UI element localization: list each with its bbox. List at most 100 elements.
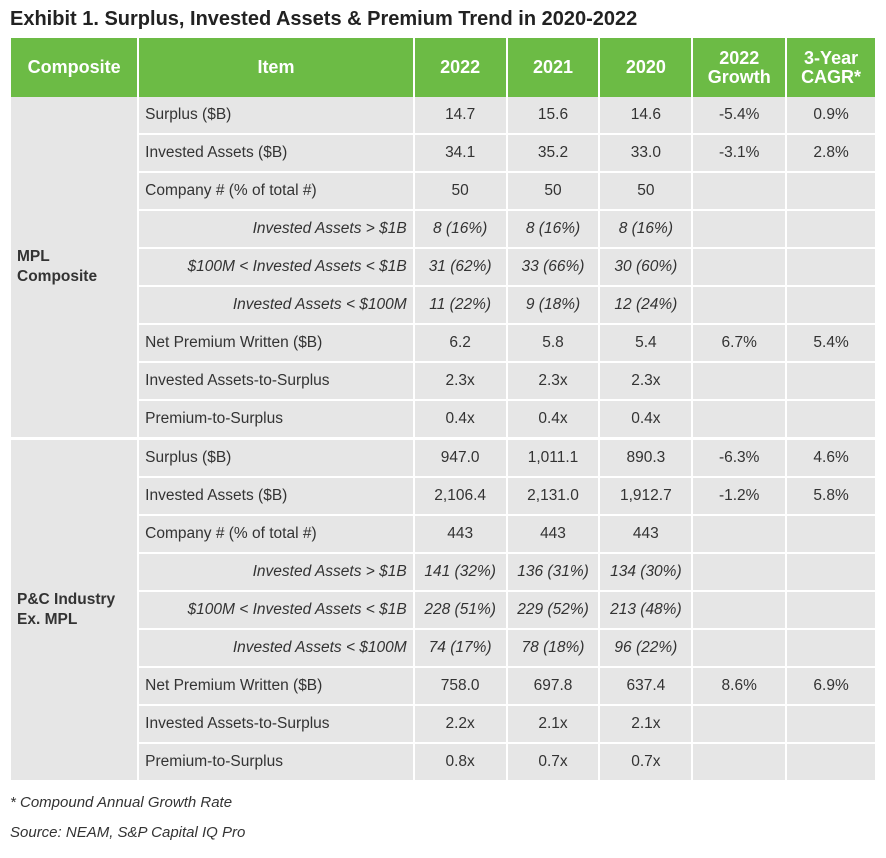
header-cagr-line1: 3-Year bbox=[804, 47, 859, 68]
value-2020: 8 (16%) bbox=[599, 210, 694, 249]
table-row: Company # (% of total #) 443 443 443 bbox=[11, 515, 875, 554]
value-2020: 134 (30%) bbox=[599, 553, 694, 592]
cagr-value: 2.8% bbox=[786, 134, 875, 173]
item-cell: Invested Assets < $100M bbox=[138, 286, 415, 325]
value-2022: 14.7 bbox=[413, 97, 508, 135]
table-header-row: Composite Item 2022 2021 2020 2022 Growt… bbox=[11, 38, 875, 97]
item-cell: $100M < Invested Assets < $1B bbox=[138, 248, 415, 287]
value-2020: 30 (60%) bbox=[599, 248, 694, 287]
table-row: Net Premium Written ($B) 758.0 697.8 637.4 8… bbox=[11, 667, 875, 706]
composite-label: MPL Composite bbox=[11, 97, 140, 440]
value-2020: 2.3x bbox=[599, 362, 694, 401]
value-2022: 2,106.4 bbox=[413, 477, 508, 516]
growth-value: 6.7% bbox=[692, 324, 788, 363]
item-cell: Invested Assets-to-Surplus bbox=[138, 705, 415, 744]
value-2020: 637.4 bbox=[599, 667, 694, 706]
value-2020: 0.7x bbox=[599, 743, 694, 782]
footnote: * Compound Annual Growth Rate bbox=[10, 794, 233, 811]
table-row: P&C Industry Ex. MPL Surplus ($B) 947.0 1,01… bbox=[11, 437, 875, 782]
value-2022: 34.1 bbox=[413, 134, 508, 173]
item-cell: Invested Assets > $1B bbox=[138, 210, 415, 249]
item-cell: Net Premium Written ($B) bbox=[138, 324, 415, 363]
table-row: Invested Assets > $1B 8 (16%) 8 (16%) 8 (16… bbox=[11, 210, 875, 249]
value-2022: 6.2 bbox=[413, 324, 508, 363]
cagr-value: 5.4% bbox=[786, 324, 875, 363]
composite-label-line2: Composite bbox=[17, 268, 98, 285]
cagr-value bbox=[786, 591, 875, 630]
cagr-value bbox=[786, 629, 875, 668]
value-2020: 14.6 bbox=[599, 97, 694, 135]
growth-value: 8.6% bbox=[692, 667, 788, 706]
value-2022: 2.2x bbox=[413, 705, 508, 744]
header-2021: 2021 bbox=[506, 38, 601, 97]
cagr-value: 5.8% bbox=[786, 477, 875, 516]
table-row: Premium-to-Surplus 0.8x 0.7x 0.7x bbox=[11, 743, 875, 782]
header-cagr-line2: CAGR* bbox=[801, 66, 862, 87]
growth-value bbox=[692, 629, 788, 668]
exhibit-title: Exhibit 1. Surplus, Invested Assets & Pr… bbox=[10, 8, 638, 30]
value-2022: 758.0 bbox=[413, 667, 508, 706]
cagr-value bbox=[786, 210, 875, 249]
composite-label: P&C Industry Ex. MPL bbox=[11, 437, 140, 782]
value-2021: 229 (52%) bbox=[506, 591, 601, 630]
value-2021: 9 (18%) bbox=[506, 286, 601, 325]
table-row: Invested Assets-to-Surplus 2.3x 2.3x 2.3x bbox=[11, 362, 875, 401]
item-cell: Premium-to-Surplus bbox=[138, 743, 415, 782]
growth-value bbox=[692, 172, 788, 211]
header-growth: 2022 Growth bbox=[692, 38, 788, 97]
header-growth-line2: Growth bbox=[707, 66, 771, 87]
value-2020: 890.3 bbox=[599, 437, 694, 478]
item-cell: Invested Assets > $1B bbox=[138, 553, 415, 592]
value-2021: 443 bbox=[506, 515, 601, 554]
table-row: Invested Assets < $100M 74 (17%) 78 (18%) 9… bbox=[11, 629, 875, 668]
cagr-value bbox=[786, 172, 875, 211]
cagr-value bbox=[786, 286, 875, 325]
cagr-value bbox=[786, 515, 875, 554]
item-cell: $100M < Invested Assets < $1B bbox=[138, 591, 415, 630]
value-2020: 33.0 bbox=[599, 134, 694, 173]
cagr-value: 0.9% bbox=[786, 97, 875, 135]
header-2022: 2022 bbox=[413, 38, 508, 97]
item-cell: Invested Assets ($B) bbox=[138, 477, 415, 516]
item-cell: Company # (% of total #) bbox=[138, 515, 415, 554]
composite-label-line1: MPL bbox=[17, 248, 50, 265]
composite-label-line1: P&C Industry bbox=[17, 591, 116, 608]
cagr-value bbox=[786, 743, 875, 782]
cagr-value: 6.9% bbox=[786, 667, 875, 706]
growth-value bbox=[692, 248, 788, 287]
value-2020: 1,912.7 bbox=[599, 477, 694, 516]
value-2022: 0.4x bbox=[413, 400, 508, 440]
item-cell: Invested Assets < $100M bbox=[138, 629, 415, 668]
item-cell: Net Premium Written ($B) bbox=[138, 667, 415, 706]
value-2021: 5.8 bbox=[506, 324, 601, 363]
growth-value bbox=[692, 210, 788, 249]
value-2022: 228 (51%) bbox=[413, 591, 508, 630]
table-row: Invested Assets < $100M 11 (22%) 9 (18%) 12… bbox=[11, 286, 875, 325]
value-2021: 35.2 bbox=[506, 134, 601, 173]
value-2022: 74 (17%) bbox=[413, 629, 508, 668]
growth-value bbox=[692, 400, 788, 440]
growth-value bbox=[692, 286, 788, 325]
value-2021: 0.7x bbox=[506, 743, 601, 782]
value-2022: 947.0 bbox=[413, 437, 508, 478]
item-cell: Company # (% of total #) bbox=[138, 172, 415, 211]
growth-value bbox=[692, 743, 788, 782]
table-row: $100M < Invested Assets < $1B 31 (62%) 33 … bbox=[11, 248, 875, 287]
header-2020: 2020 bbox=[599, 38, 694, 97]
growth-value bbox=[692, 705, 788, 744]
cagr-value bbox=[786, 553, 875, 592]
value-2020: 96 (22%) bbox=[599, 629, 694, 668]
value-2021: 8 (16%) bbox=[506, 210, 601, 249]
value-2021: 697.8 bbox=[506, 667, 601, 706]
table-row: Company # (% of total #) 50 50 50 bbox=[11, 172, 875, 211]
header-cagr: 3-Year CAGR* bbox=[786, 38, 875, 97]
value-2021: 78 (18%) bbox=[506, 629, 601, 668]
composite-label-line2: Ex. MPL bbox=[17, 611, 78, 628]
header-growth-line1: 2022 bbox=[719, 47, 760, 68]
table-row: Invested Assets ($B) 2,106.4 2,131.0 1,912.… bbox=[11, 477, 875, 516]
table-row: MPL Composite Surplus ($B) 14.7 15.6 14.6 -5.4… bbox=[11, 97, 875, 440]
item-cell: Invested Assets-to-Surplus bbox=[138, 362, 415, 401]
header-item: Item bbox=[138, 38, 415, 97]
value-2022: 50 bbox=[413, 172, 508, 211]
item-cell: Premium-to-Surplus bbox=[138, 400, 415, 440]
